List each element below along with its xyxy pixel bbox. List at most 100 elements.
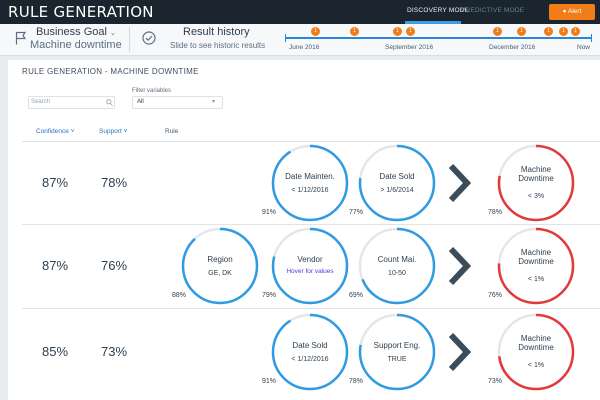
- tab-discovery-mode[interactable]: DISCOVERY MODE: [407, 7, 470, 14]
- result-history-subtitle: Slide to see historic results: [170, 41, 266, 50]
- search-placeholder: Search: [31, 99, 51, 105]
- history-point[interactable]: 1: [493, 27, 502, 36]
- result-history-title: Result history: [183, 26, 250, 38]
- progress-ring: [271, 313, 349, 391]
- progress-ring: [358, 144, 436, 222]
- alert-label: Alert: [568, 8, 582, 15]
- progress-ring: [271, 144, 349, 222]
- chevron-right-icon: [448, 332, 472, 372]
- condition-value: 10-50: [388, 270, 406, 277]
- condition-name: Date Sold: [292, 341, 328, 350]
- condition-value: < 1%: [527, 362, 545, 369]
- search-icon: [106, 99, 113, 106]
- search-input[interactable]: [28, 96, 115, 109]
- app-title: RULE GENERATION: [8, 3, 154, 21]
- panel-title: RULE GENERATION - MACHINE DOWNTIME: [22, 67, 199, 76]
- condition-name: Machine Downtime: [518, 334, 554, 352]
- history-point[interactable]: 1: [571, 27, 580, 36]
- coverage-percent: 91%: [262, 378, 277, 385]
- history-point[interactable]: 1: [544, 27, 553, 36]
- flag-icon: [15, 31, 27, 45]
- history-point[interactable]: 1: [393, 27, 402, 36]
- condition-name: Date Sold: [379, 172, 415, 181]
- outcome-node[interactable]: Machine Downtime < 1%: [496, 226, 576, 306]
- progress-ring: [497, 227, 575, 305]
- condition-value: TRUE: [387, 356, 407, 363]
- history-point[interactable]: 1: [350, 27, 359, 36]
- progress-ring: [181, 227, 259, 305]
- condition-value: GE, DK: [208, 270, 232, 277]
- top-bar: [0, 0, 600, 24]
- condition-value: < 1/12/2016: [291, 187, 329, 194]
- history-point[interactable]: 1: [311, 27, 320, 36]
- condition-name: Count Mai.: [377, 255, 417, 264]
- check-circle-icon: [142, 31, 156, 45]
- timeline-tick: [591, 34, 592, 42]
- condition-node[interactable]: Date Mainten. < 1/12/2016: [270, 143, 350, 223]
- chevron-right-icon: [448, 246, 472, 286]
- support-value: 73%: [101, 344, 128, 359]
- condition-node[interactable]: Support Eng. TRUE: [357, 312, 437, 392]
- business-goal-value: Machine downtime: [30, 39, 122, 51]
- divider: [129, 27, 130, 52]
- history-point[interactable]: 1: [517, 27, 526, 36]
- progress-ring: [358, 227, 436, 305]
- condition-node[interactable]: Region GE, DK: [180, 226, 260, 306]
- coverage-percent: 79%: [262, 292, 277, 299]
- row-divider: [22, 224, 600, 225]
- condition-node[interactable]: Vendor Hover for values: [270, 226, 350, 306]
- history-point[interactable]: 1: [559, 27, 568, 36]
- progress-ring: [497, 144, 575, 222]
- column-rule: Rule: [165, 128, 179, 135]
- condition-node[interactable]: Count Mai. 10-50: [357, 226, 437, 306]
- alert-button[interactable]: ● Alert: [549, 4, 595, 20]
- condition-value: > 1/6/2014: [380, 187, 414, 194]
- coverage-percent: 76%: [488, 292, 503, 299]
- condition-name: Support Eng.: [373, 341, 421, 350]
- active-tab-indicator: [405, 21, 461, 24]
- bell-icon: ●: [562, 8, 567, 15]
- condition-name: Region: [207, 255, 233, 264]
- header-divider: [22, 141, 600, 142]
- timeline-label: Now: [577, 44, 591, 51]
- filter-variables-select[interactable]: [132, 96, 223, 109]
- chevron-down-icon: ⌄: [110, 30, 116, 37]
- chevron-right-icon: [448, 163, 472, 203]
- history-timeline-slider[interactable]: [285, 37, 592, 39]
- progress-ring: [358, 313, 436, 391]
- tab-predictive-mode[interactable]: PREDICTIVE MODE: [461, 7, 525, 14]
- timeline-label: June 2016: [289, 44, 320, 51]
- condition-name: Machine Downtime: [518, 165, 554, 183]
- progress-ring: [497, 313, 575, 391]
- row-divider: [22, 308, 600, 309]
- coverage-percent: 91%: [262, 209, 277, 216]
- coverage-percent: 69%: [349, 292, 364, 299]
- chevron-down-icon: ▾: [212, 99, 216, 105]
- progress-ring: [271, 227, 349, 305]
- confidence-value: 85%: [42, 344, 69, 359]
- condition-name: Vendor: [297, 255, 323, 264]
- timeline-label: December 2016: [489, 44, 536, 51]
- filter-label: Filter variables: [132, 88, 172, 94]
- support-value: 78%: [101, 175, 128, 190]
- support-value: 76%: [101, 258, 128, 273]
- column-confidence[interactable]: Confidence ˅: [36, 128, 75, 135]
- condition-name: Machine Downtime: [518, 248, 554, 266]
- coverage-percent: 78%: [488, 209, 503, 216]
- confidence-value: 87%: [42, 175, 69, 190]
- history-point[interactable]: 1: [406, 27, 415, 36]
- condition-node[interactable]: Date Sold > 1/6/2014: [357, 143, 437, 223]
- condition-value[interactable]: Hover for values: [286, 268, 334, 275]
- coverage-percent: 88%: [172, 292, 187, 299]
- condition-node[interactable]: Date Sold < 1/12/2016: [270, 312, 350, 392]
- coverage-percent: 78%: [349, 378, 364, 385]
- condition-value: < 3%: [527, 193, 545, 200]
- business-goal-label: Business Goal: [36, 26, 107, 38]
- coverage-percent: 73%: [488, 378, 503, 385]
- outcome-node[interactable]: Machine Downtime < 3%: [496, 143, 576, 223]
- timeline-label: September 2016: [385, 44, 434, 51]
- filter-value: All: [137, 99, 144, 105]
- outcome-node[interactable]: Machine Downtime < 1%: [496, 312, 576, 392]
- business-goal-dropdown[interactable]: Business Goal ⌄: [36, 26, 116, 38]
- column-support[interactable]: Support ˅: [99, 128, 128, 135]
